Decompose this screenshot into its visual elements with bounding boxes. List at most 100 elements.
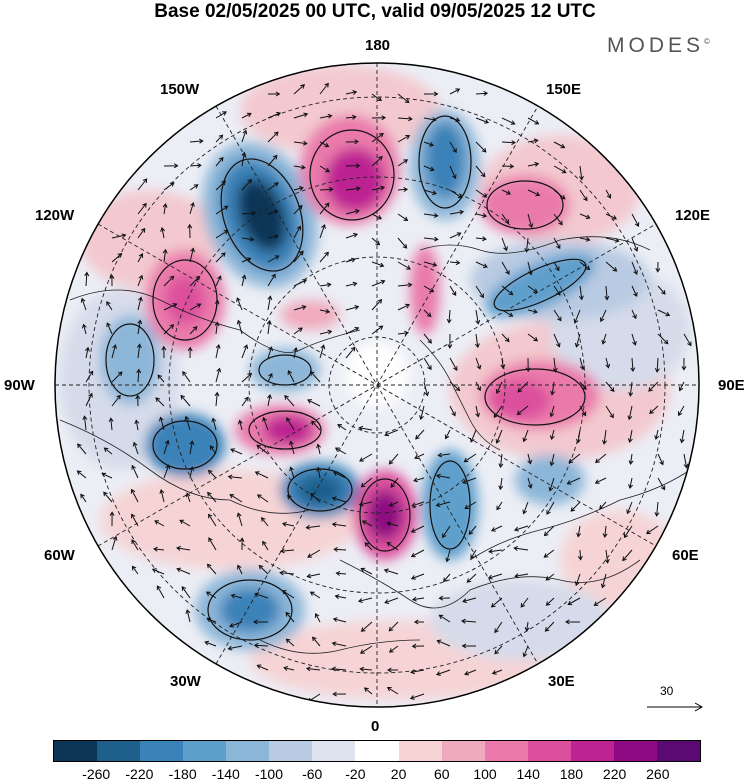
wind-arrow [475,165,486,178]
wind-arrow [604,549,610,564]
wind-arrow [678,381,685,392]
wind-arrow [438,614,451,623]
wind-arrow [237,419,243,431]
wind-arrow [215,205,229,215]
wind-arrow [293,164,306,170]
wind-arrow [207,491,217,503]
wind-arrow [501,189,512,195]
copyright-mark: © [704,37,710,46]
wind-arrow [319,82,329,95]
wind-arrow [189,440,195,455]
wind-arrow [333,471,347,479]
wind-arrow [605,261,618,272]
wind-arrow [241,178,253,191]
wind-arrow [371,325,384,335]
wind-arrow [267,273,276,287]
wind-arrow [678,405,685,417]
wind-arrow [438,595,451,601]
wind-arrow [267,131,279,143]
wind-arrow [358,425,373,431]
wind-arrow [101,472,113,479]
wind-arrow [522,429,529,443]
wind-arrow [553,261,560,272]
wind-arrow [267,234,279,240]
wind-arrow [215,229,229,239]
wind-arrow [449,189,463,199]
wind-arrow [293,186,304,191]
wind-arrow [498,477,504,491]
wind-arrow [319,223,326,239]
wind-arrow [383,568,399,575]
wind-arrow [411,501,425,508]
colorbar-cell [570,741,614,761]
wind-arrow [388,453,399,465]
wind-arrow [501,237,508,252]
wind-arrow [545,573,555,581]
wind-arrow [293,305,307,311]
wind-arrow [595,453,607,464]
wind-arrow [449,285,457,297]
wind-arrow [189,163,202,169]
wind-arrow [449,260,461,266]
wind-arrow [314,613,321,623]
wind-arrow [241,344,249,359]
wind-arrow [256,494,269,503]
wind-arrow [548,477,555,492]
wind-arrow [131,464,139,479]
lon-label-60e: 60E [672,547,699,564]
wind-arrow [527,309,538,314]
wind-arrow [254,592,269,599]
wind-arrow [388,501,399,507]
wind-arrow [279,570,295,576]
wind-arrow [371,156,383,167]
wind-arrow [462,477,477,484]
contour-lines [105,115,587,641]
colorbar-tick-label: 60 [434,766,450,782]
wind-arrow [266,319,272,335]
wind-arrow [236,297,243,311]
lon-label-150w: 150W [160,81,200,98]
modes-logo: MODES© [607,34,710,58]
wind-arrow [334,447,347,455]
wind-arrow [137,319,143,335]
wind-arrow [345,163,361,169]
wind-arrow [131,513,139,527]
wind-arrow [384,597,399,604]
wind-arrow [311,636,321,647]
wind-arrow [386,521,399,527]
wind-arrow [527,453,533,465]
wind-arrow [283,666,295,671]
wind-arrow [397,187,409,193]
wind-arrow [189,184,199,191]
wind-arrow [293,225,302,239]
wind-arrow [527,333,539,342]
wind-arrow [287,370,295,383]
wind-arrow [628,453,634,465]
wind-arrow [594,477,607,484]
wind-arrow [82,415,88,431]
wind-arrow [474,333,480,349]
wind-arrow [525,357,531,373]
wind-arrow [522,645,529,658]
wind-arrow [163,303,178,311]
wind-arrow [208,537,217,551]
wind-arrow [449,165,457,180]
wind-arrow [153,546,165,552]
colorbar-cell [54,741,98,761]
wind-arrow [162,248,168,263]
wind-arrow [163,464,171,479]
lon-label-150e: 150E [546,81,582,98]
wind-arrow [576,429,581,444]
wind-arrow [409,693,425,700]
wind-arrow [410,525,425,533]
wind-arrow [545,597,555,606]
wind-arrow [553,165,567,174]
wind-arrow [189,247,195,263]
colorbar-cell [398,741,442,761]
wind-arrow [444,429,451,440]
wind-arrow [397,93,410,104]
wind-arrow [543,525,555,537]
wind-arrow [260,517,269,527]
wind-arrow [187,346,193,359]
wind-arrow [137,296,143,311]
